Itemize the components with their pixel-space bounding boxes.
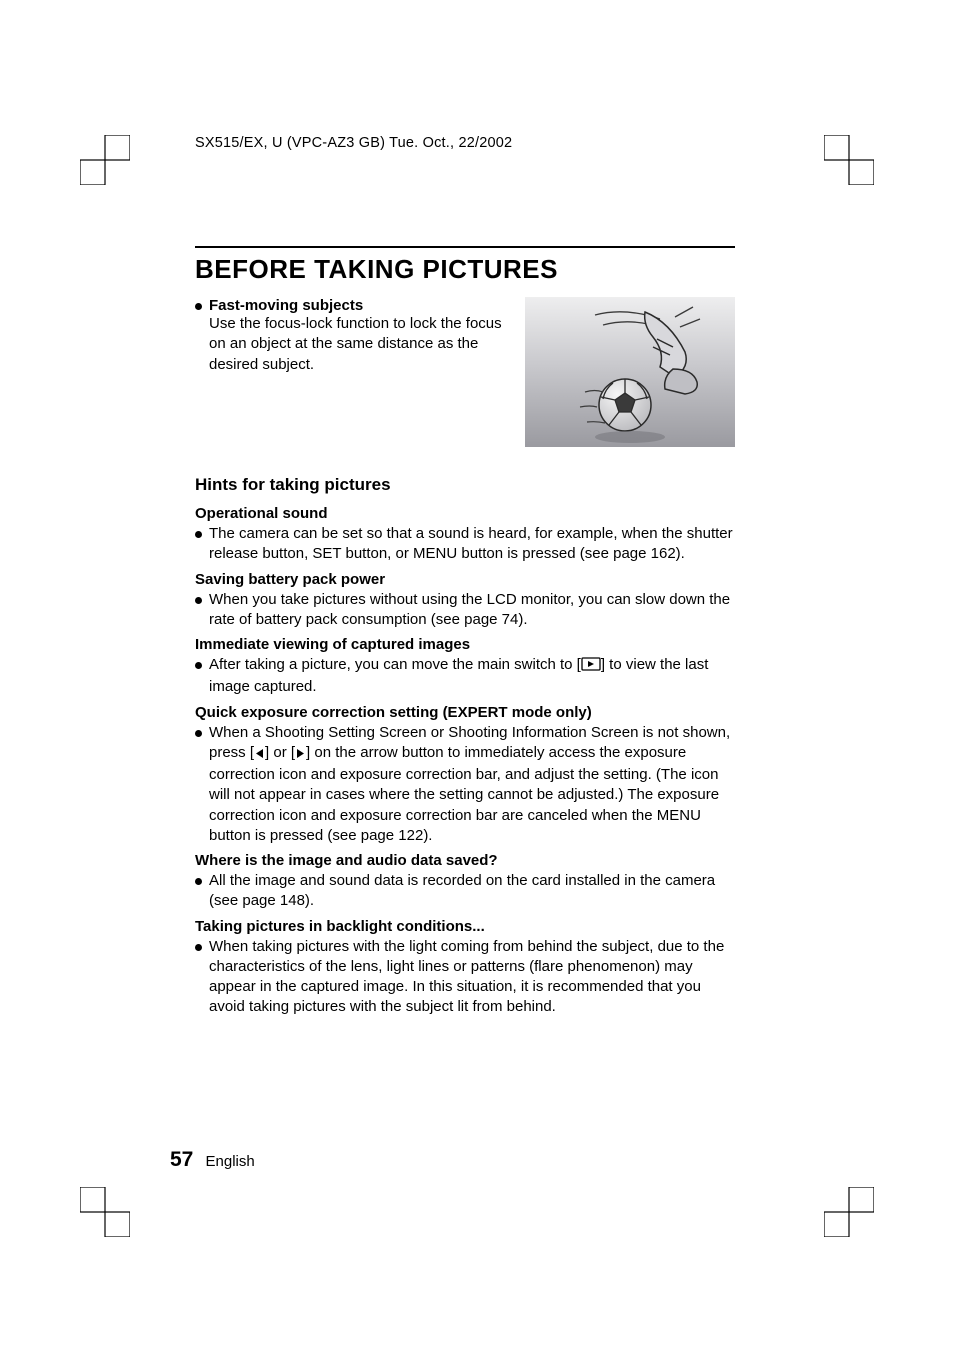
bullet-icon (195, 944, 202, 951)
hints-heading: Hints for taking pictures (195, 475, 735, 495)
right-arrow-icon (295, 745, 306, 765)
crop-mark-tr (824, 135, 874, 185)
where-text: All the image and sound data is recorded… (209, 871, 735, 912)
title-rule (195, 246, 735, 248)
fast-moving-body: Use the focus-lock function to lock the … (209, 314, 507, 375)
immediate-text: After taking a picture, you can move the… (209, 655, 735, 698)
backlight-block: Taking pictures in backlight conditions.… (195, 918, 735, 1018)
crop-mark-tl (80, 135, 130, 185)
page-title: BEFORE TAKING PICTURES (195, 254, 735, 285)
bullet-icon (195, 878, 202, 885)
quick-block: Quick exposure correction setting (EXPER… (195, 704, 735, 847)
bullet-icon (195, 662, 202, 669)
fast-moving-text: Fast-moving subjects Use the focus-lock … (195, 297, 507, 447)
fast-moving-illustration (525, 297, 735, 447)
quick-t2: ] or [ (265, 744, 295, 761)
bullet-icon (195, 531, 202, 538)
doc-header: SX515/EX, U (VPC-AZ3 GB) Tue. Oct., 22/2… (195, 135, 735, 151)
battery-heading: Saving battery pack power (195, 571, 735, 588)
immediate-heading: Immediate viewing of captured images (195, 636, 735, 653)
page-footer: 57 English (170, 1148, 255, 1172)
battery-block: Saving battery pack power When you take … (195, 571, 735, 631)
op-sound-text: The camera can be set so that a sound is… (209, 524, 735, 565)
battery-text: When you take pictures without using the… (209, 590, 735, 631)
backlight-heading: Taking pictures in backlight conditions.… (195, 918, 735, 935)
fast-moving-label: Fast-moving subjects (209, 297, 363, 314)
backlight-text: When taking pictures with the light comi… (209, 937, 735, 1018)
where-block: Where is the image and audio data saved?… (195, 852, 735, 912)
page-number: 57 (170, 1148, 193, 1171)
page-language: English (206, 1153, 255, 1170)
immediate-t1: After taking a picture, you can move the… (209, 656, 581, 673)
bullet-icon (195, 597, 202, 604)
left-arrow-icon (254, 745, 265, 765)
where-heading: Where is the image and audio data saved? (195, 852, 735, 869)
crop-mark-br (824, 1187, 874, 1237)
quick-heading: Quick exposure correction setting (EXPER… (195, 704, 735, 721)
crop-mark-bl (80, 1187, 130, 1237)
bullet-icon (195, 730, 202, 737)
play-box-icon (581, 657, 601, 677)
page-content: SX515/EX, U (VPC-AZ3 GB) Tue. Oct., 22/2… (195, 135, 735, 1024)
immediate-block: Immediate viewing of captured images Aft… (195, 636, 735, 698)
op-sound-heading: Operational sound (195, 505, 735, 522)
fast-moving-section: Fast-moving subjects Use the focus-lock … (195, 297, 735, 447)
bullet-icon (195, 303, 202, 310)
quick-text: When a Shooting Setting Screen or Shooti… (209, 723, 735, 847)
operational-sound-block: Operational sound The camera can be set … (195, 505, 735, 565)
